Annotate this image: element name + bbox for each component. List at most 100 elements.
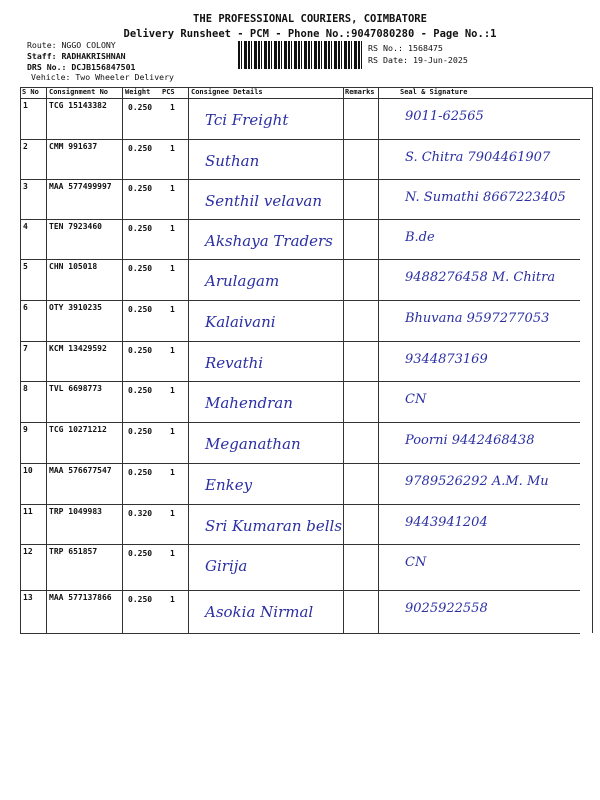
sno: 6 bbox=[23, 303, 28, 312]
col-weight: Weight bbox=[125, 88, 151, 96]
consignment-no: MAA 577137866 bbox=[49, 593, 112, 602]
company-title: THE PROFESSIONAL COURIERS, COIMBATORE bbox=[193, 13, 427, 25]
table-row bbox=[20, 381, 580, 422]
weight: 0.250 bbox=[128, 103, 153, 112]
rs-number: RS No.: 1568475 bbox=[368, 43, 443, 53]
weight: 0.250 bbox=[128, 595, 153, 604]
signature-handwritten: CN bbox=[405, 555, 427, 570]
sno: 10 bbox=[23, 466, 33, 475]
weight: 0.250 bbox=[128, 427, 153, 436]
consignee-handwritten: Asokia Nirmal bbox=[205, 603, 314, 621]
consignment-no: CHN 105018 bbox=[49, 262, 98, 271]
signature-handwritten: 9443941204 bbox=[405, 515, 488, 530]
consignee-handwritten: Senthil velavan bbox=[205, 192, 323, 210]
row-divider bbox=[20, 219, 580, 220]
pcs: 1 bbox=[170, 386, 175, 395]
row-divider bbox=[20, 381, 580, 382]
pcs: 1 bbox=[170, 549, 175, 558]
consignee-handwritten: Suthan bbox=[205, 152, 260, 170]
consignee-handwritten: Kalaivani bbox=[205, 313, 276, 331]
signature-handwritten: 9488276458 M. Chitra bbox=[405, 270, 556, 285]
col-consignment: Consignment No bbox=[49, 88, 109, 96]
pcs: 1 bbox=[170, 144, 175, 153]
row-divider bbox=[20, 139, 580, 140]
signature-handwritten: 9025922558 bbox=[405, 601, 488, 616]
consignment-no: MAA 577499997 bbox=[49, 182, 112, 191]
signature-handwritten: B.de bbox=[405, 230, 435, 245]
row-divider bbox=[20, 179, 580, 180]
row-divider bbox=[20, 633, 580, 634]
sno: 5 bbox=[23, 262, 28, 271]
row-divider bbox=[20, 341, 580, 342]
sno: 12 bbox=[23, 547, 33, 556]
barcode bbox=[238, 41, 362, 69]
col-consignee: Consignee Details bbox=[191, 88, 263, 96]
consignment-no: TCG 10271212 bbox=[49, 425, 107, 434]
signature-handwritten: 9789526292 A.M. Mu bbox=[405, 474, 549, 489]
consignee-handwritten: Tci Freight bbox=[205, 111, 289, 129]
weight: 0.250 bbox=[128, 468, 153, 477]
consignee-handwritten: Girija bbox=[205, 557, 248, 575]
row-divider bbox=[20, 98, 592, 99]
weight: 0.250 bbox=[128, 305, 153, 314]
pcs: 1 bbox=[170, 468, 175, 477]
column-divider bbox=[122, 87, 123, 633]
pcs: 1 bbox=[170, 224, 175, 233]
sno: 2 bbox=[23, 142, 28, 151]
row-divider bbox=[20, 259, 580, 260]
consignment-no: TVL 6698773 bbox=[49, 384, 102, 393]
sno: 3 bbox=[23, 182, 28, 191]
pcs: 1 bbox=[170, 427, 175, 436]
weight: 0.250 bbox=[128, 184, 153, 193]
column-divider bbox=[20, 87, 21, 633]
sno: 1 bbox=[23, 101, 28, 110]
weight: 0.250 bbox=[128, 549, 153, 558]
row-divider bbox=[20, 463, 580, 464]
consignee-handwritten: Arulagam bbox=[205, 272, 280, 290]
sno: 9 bbox=[23, 425, 28, 434]
sno: 4 bbox=[23, 222, 28, 231]
consignment-no: TEN 7923460 bbox=[49, 222, 102, 231]
runsheet-table: S No Consignment No Weight PCS Consignee… bbox=[20, 87, 593, 634]
weight: 0.320 bbox=[128, 509, 153, 518]
signature-handwritten: N. Sumathi 8667223405 bbox=[405, 190, 566, 205]
col-seal-signature: Seal & Signature bbox=[400, 88, 468, 96]
weight: 0.250 bbox=[128, 224, 153, 233]
staff: Staff: RADHAKRISHNAN bbox=[27, 51, 126, 61]
column-divider bbox=[343, 87, 344, 633]
signature-handwritten: CN bbox=[405, 392, 427, 407]
rs-date: RS Date: 19-Jun-2025 bbox=[368, 55, 468, 65]
pcs: 1 bbox=[170, 509, 175, 518]
sno: 8 bbox=[23, 384, 28, 393]
consignment-no: CMM 991637 bbox=[49, 142, 98, 151]
consignment-no: OTY 3910235 bbox=[49, 303, 102, 312]
weight: 0.250 bbox=[128, 264, 153, 273]
runsheet-subtitle: Delivery Runsheet - PCM - Phone No.:9047… bbox=[123, 28, 497, 40]
table-top-rule bbox=[20, 87, 592, 88]
consignee-handwritten: Revathi bbox=[205, 354, 264, 372]
row-divider bbox=[20, 300, 580, 301]
sno: 13 bbox=[23, 593, 33, 602]
col-pcs: PCS bbox=[162, 88, 175, 96]
consignment-no: TRP 1049983 bbox=[49, 507, 102, 516]
consignment-no: TRP 651857 bbox=[49, 547, 98, 556]
pcs: 1 bbox=[170, 103, 175, 112]
route: Route: NGGO COLONY bbox=[27, 40, 116, 50]
vehicle: Vehicle: Two Wheeler Delivery bbox=[31, 72, 174, 82]
row-divider bbox=[20, 422, 580, 423]
consignee-handwritten: Meganathan bbox=[205, 435, 301, 453]
consignee-handwritten: Akshaya Traders bbox=[205, 232, 333, 250]
signature-handwritten: Bhuvana 9597277053 bbox=[405, 311, 550, 326]
row-divider bbox=[20, 544, 580, 545]
pcs: 1 bbox=[170, 346, 175, 355]
pcs: 1 bbox=[170, 595, 175, 604]
pcs: 1 bbox=[170, 264, 175, 273]
weight: 0.250 bbox=[128, 346, 153, 355]
row-divider bbox=[20, 590, 580, 591]
sno: 7 bbox=[23, 344, 28, 353]
pcs: 1 bbox=[170, 184, 175, 193]
col-sno: S No bbox=[22, 88, 39, 96]
weight: 0.250 bbox=[128, 386, 153, 395]
column-divider bbox=[378, 87, 379, 633]
consignment-no: TCG 15143382 bbox=[49, 101, 107, 110]
